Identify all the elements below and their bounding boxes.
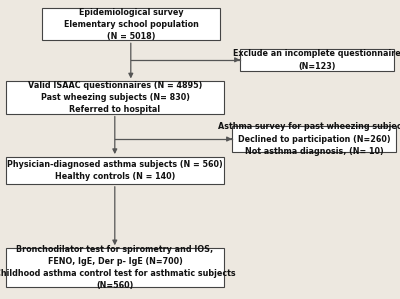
Bar [6, 157, 224, 184]
Text: Valid ISAAC questionnaires (N = 4895)
Past wheezing subjects (N= 830)
Referred t: Valid ISAAC questionnaires (N = 4895) Pa… [28, 81, 202, 114]
Text: Epidemiological survey
Elementary school population
(N = 5018): Epidemiological survey Elementary school… [64, 7, 198, 41]
Bar [232, 126, 396, 152]
Text: Asthma survey for past wheezing subjects
Declined to participation (N=260)
Not a: Asthma survey for past wheezing subjects… [218, 122, 400, 156]
Bar [6, 81, 224, 114]
Text: Bronchodilator test for spirometry and IOS,
FENO, IgE, Der p- IgE (N=700)
Childh: Bronchodilator test for spirometry and I… [0, 245, 235, 290]
Bar [240, 49, 394, 71]
Text: Physician-diagnosed asthma subjects (N = 560)
Healthy controls (N = 140): Physician-diagnosed asthma subjects (N =… [7, 160, 223, 181]
Text: Exclude an incomplete questionnaire
(N=123): Exclude an incomplete questionnaire (N=1… [233, 49, 400, 71]
Bar [42, 8, 220, 40]
Bar [6, 248, 224, 287]
